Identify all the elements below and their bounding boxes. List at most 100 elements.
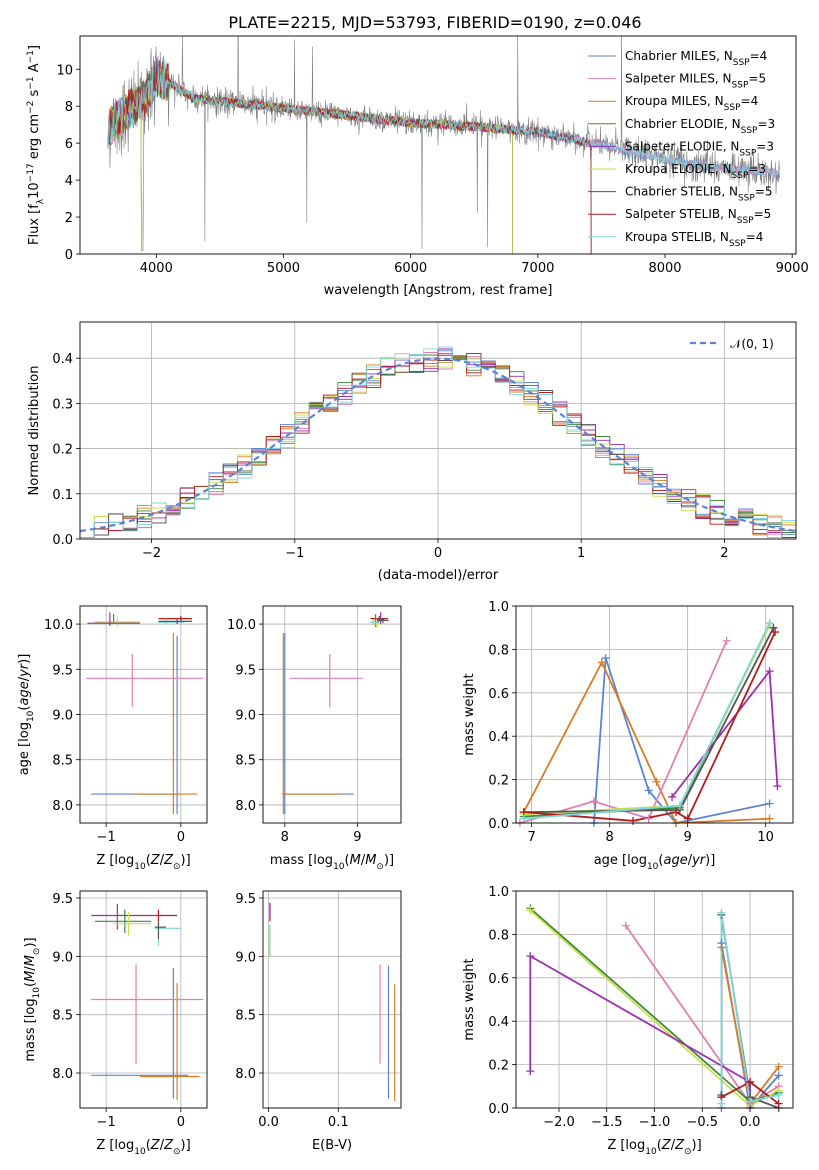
y-axis-label-part: mass [log <box>23 998 38 1061</box>
mass-weight-marker <box>526 1067 535 1076</box>
legend-label-base: Salpeter MILES, N <box>625 72 732 86</box>
y-tick-label: 9.0 <box>235 950 256 965</box>
x-axis-label-part: 10 <box>647 862 659 872</box>
y-axis-label-part: )] <box>23 937 38 947</box>
y-axis-label-part: Flux [f <box>27 204 42 245</box>
y-axis-label-part: ] <box>27 45 42 50</box>
y-tick-label: 0.2 <box>488 774 509 789</box>
x-tick-label: 0 <box>434 546 442 561</box>
x-tick-label: −1 <box>285 546 304 561</box>
y-tick-label: 0.0 <box>52 533 73 548</box>
y-axis-label: mass weight <box>462 958 477 1040</box>
axes-frame <box>79 35 797 255</box>
x-tick-label: 9 <box>353 830 361 845</box>
x-axis-label-part: Z <box>674 1138 685 1153</box>
x-tick-label: 7 <box>527 830 535 845</box>
x-axis-label-part: Z [log <box>96 1138 134 1153</box>
mass-weight-marker <box>773 782 782 791</box>
age-vs-mass-panel-plot-area <box>263 606 401 823</box>
legend-label: 𝒩(0, 1) <box>730 337 774 351</box>
y-tick-label: 4 <box>65 174 73 189</box>
mass-weight-marker <box>717 1099 726 1108</box>
y-axis-label-part: yr <box>17 662 32 678</box>
legend-label-sub: SSP <box>737 216 754 226</box>
x-axis-label-part: E(B-V) <box>312 1138 352 1153</box>
x-tick-label: 6000 <box>394 261 427 276</box>
legend-label-sub: SSP <box>732 171 749 181</box>
x-axis-label-part: Z <box>150 1138 161 1153</box>
legend-label-sub: SSP <box>724 103 741 113</box>
legend-label: Chabrier STELIB, NSSP=5 <box>625 185 773 204</box>
mass-weight-marker <box>652 777 661 786</box>
y-tick-label: 0.2 <box>52 443 73 458</box>
mass-weight-marker <box>769 623 778 632</box>
y-tick-label: 8.5 <box>52 754 73 769</box>
x-axis-label: E(B-V) <box>312 1138 352 1153</box>
legend-label: Salpeter MILES, NSSP=5 <box>625 72 766 91</box>
y-axis-label-part: M <box>23 955 38 966</box>
legend-label: Kroupa STELIB, NSSP=4 <box>625 230 763 249</box>
x-axis-label-part: / <box>671 1138 676 1153</box>
legend-label-tail: =4 <box>741 94 759 108</box>
x-tick-label: 2 <box>720 546 728 561</box>
y-axis-label: age [log10(age/yr)] <box>17 654 36 776</box>
y-axis-label-part: 10 <box>27 182 42 199</box>
x-axis-label-part: )] <box>692 1138 702 1153</box>
y-tick-label: 8.0 <box>52 799 73 814</box>
x-axis-label-part: Z <box>150 853 161 868</box>
axes-frame <box>262 890 402 1109</box>
y-axis-label-part: −1 <box>26 76 36 89</box>
y-tick-label: 8.5 <box>52 1009 73 1024</box>
x-axis-label-part: Z [log <box>96 853 134 868</box>
y-axis-label-part: )] <box>17 654 32 664</box>
y-axis-label-part: age <box>17 681 32 705</box>
y-tick-label: 10.0 <box>227 618 256 633</box>
x-axis-label-part: 10 <box>134 862 146 872</box>
x-axis-label-part: age [log <box>594 853 647 868</box>
mass-weight-marker <box>765 814 774 823</box>
y-tick-label: 1.0 <box>488 600 509 615</box>
legend-label-sub: SSP <box>733 58 750 68</box>
axes-frame <box>79 890 208 1109</box>
mass-weight-marker <box>774 1062 783 1071</box>
y-axis-label-part: / <box>17 676 32 681</box>
y-tick-label: 10.0 <box>44 618 73 633</box>
x-tick-label: 0.0 <box>740 1115 761 1130</box>
axes-frame <box>79 605 208 824</box>
x-axis-label-part: mass [log <box>270 853 333 868</box>
legend-label-sub: SSP <box>732 81 749 91</box>
legend-label-sub: SSP <box>739 148 756 158</box>
y-tick-label: 0.8 <box>488 928 509 943</box>
x-axis-label-part: ( <box>345 853 350 868</box>
model-spectrum-line <box>107 60 513 254</box>
mass-weight-marker <box>668 792 677 801</box>
x-axis-label-part: )] <box>705 853 715 868</box>
y-tick-label: 8.5 <box>235 754 256 769</box>
x-axis-label-part: ⊙ <box>376 862 384 872</box>
x-tick-label: −2 <box>142 546 161 561</box>
y-axis-label: mass weight <box>462 673 477 755</box>
model-spectrum-line <box>107 60 780 178</box>
x-axis-label: Z [log10(Z/Z⊙)] <box>96 1138 190 1157</box>
x-tick-label: −1.0 <box>639 1115 671 1130</box>
x-axis-label-part: 10 <box>134 1147 146 1157</box>
x-axis-label-part: ( <box>657 1138 662 1153</box>
y-tick-label: 0.8 <box>488 643 509 658</box>
y-tick-label: 9.5 <box>235 663 256 678</box>
axes-frame <box>262 605 402 824</box>
mass-weight-marker <box>765 667 774 676</box>
mass-weight-marker <box>774 1099 783 1108</box>
mass-weight-marker <box>526 952 535 961</box>
spectrum-panel-plot-area <box>107 36 780 254</box>
y-tick-label: 0.4 <box>488 730 509 745</box>
x-axis-label-part: 10 <box>333 862 345 872</box>
legend-label-base: Chabrier ELODIE, N <box>625 117 741 131</box>
legend-label-base: Kroupa STELIB, N <box>625 230 729 244</box>
y-axis-label: mass [log10(M/M⊙)] <box>23 937 42 1061</box>
legend-label-sub: SSP <box>741 126 758 136</box>
mass-weight-marker <box>597 658 606 667</box>
x-tick-label: −1 <box>97 1115 116 1130</box>
y-tick-label: 0.6 <box>488 687 509 702</box>
mass-weight-marker <box>774 1071 783 1080</box>
